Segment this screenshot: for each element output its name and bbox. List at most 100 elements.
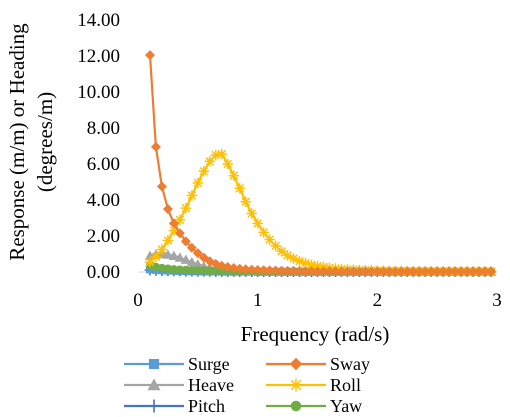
heave-point — [186, 256, 198, 267]
sway-point — [312, 266, 323, 277]
roll-point — [228, 170, 239, 181]
sway-point — [288, 265, 299, 276]
heave-point — [174, 252, 186, 262]
yaw-point — [169, 265, 179, 274]
sway-point — [432, 266, 443, 277]
roll-point — [198, 166, 210, 177]
sway-point — [156, 181, 167, 192]
legend-label-pitch: Pitch — [188, 396, 225, 416]
y-axis-title: Response (m/m) or Heading (degrees/m) — [5, 23, 57, 261]
legend-item-surge: Surge — [124, 354, 230, 374]
roll-point — [234, 183, 245, 194]
sway-point — [168, 218, 179, 229]
sway-point — [174, 228, 185, 239]
sway-point — [228, 263, 239, 274]
sway-point — [324, 266, 335, 277]
legend-label-yaw: Yaw — [330, 396, 362, 416]
sway-point — [486, 266, 497, 277]
x-tick-labels: 0 1 2 3 — [133, 290, 502, 311]
roll-point — [180, 202, 192, 214]
roll-point — [216, 148, 227, 160]
sway-series — [144, 50, 497, 277]
sway-point — [474, 266, 485, 277]
roll-point — [252, 218, 263, 229]
roll-point — [294, 256, 305, 267]
roll-point — [288, 253, 299, 264]
legend-marker-roll — [289, 378, 303, 392]
legend-item-sway: Sway — [266, 354, 370, 374]
roll-point — [258, 227, 269, 238]
roll-point — [150, 251, 162, 262]
sway-point — [462, 266, 473, 277]
sway-point — [318, 266, 329, 277]
roll-point — [162, 235, 174, 246]
legend-item-yaw: Yaw — [266, 396, 362, 416]
y-tick-label: 12.00 — [77, 46, 120, 67]
sway-point — [144, 50, 155, 61]
roll-point — [246, 208, 257, 219]
roll-point — [264, 234, 275, 245]
sway-point — [258, 265, 269, 276]
sway-point — [402, 266, 413, 277]
sway-point — [192, 248, 203, 259]
heave-point — [192, 259, 204, 269]
legend-label-heave: Heave — [188, 375, 234, 395]
y-tick-label: 10.00 — [77, 82, 120, 103]
plot-area — [144, 50, 497, 278]
legend: Surge Sway Heave Roll Pitch Yaw — [124, 354, 370, 416]
roll-point — [312, 260, 323, 272]
legend-item-pitch: Pitch — [124, 396, 225, 416]
x-axis-title: Frequency (rad/s) — [241, 322, 390, 346]
roll-point — [210, 149, 221, 161]
yaw-point — [205, 266, 214, 275]
roll-point — [282, 250, 293, 261]
sway-point — [294, 266, 305, 277]
roll-point — [270, 240, 281, 252]
sway-point — [372, 266, 383, 277]
sway-point — [276, 265, 287, 276]
heave-point — [168, 250, 180, 260]
sway-point — [234, 263, 245, 274]
sway-point — [186, 242, 197, 253]
sway-point — [240, 264, 251, 275]
legend-label-roll: Roll — [330, 375, 361, 395]
x-tick-label: 0 — [133, 290, 143, 311]
legend-marker-sway — [289, 357, 303, 371]
y-tick-label: 6.00 — [87, 154, 120, 175]
roll-point — [300, 257, 311, 269]
legend-marker-pitch — [147, 399, 161, 413]
sway-point — [390, 266, 401, 277]
sway-point — [408, 266, 419, 277]
y-tick-label: 8.00 — [87, 118, 120, 139]
roll-point — [204, 156, 215, 167]
yaw-point — [199, 266, 209, 275]
sway-point — [468, 266, 479, 277]
roll-point — [306, 259, 317, 270]
y-axis-title-line-2: (degrees/m) — [33, 92, 57, 192]
legend-marker-surge — [149, 359, 159, 369]
sway-line — [148, 55, 491, 273]
legend-marker-yaw — [290, 400, 302, 412]
x-tick-label: 3 — [492, 290, 502, 311]
roll-point — [192, 177, 204, 189]
sway-point — [414, 266, 425, 277]
legend-label-surge: Surge — [188, 354, 230, 374]
legend-marker-heave — [147, 378, 161, 391]
sway-point — [354, 266, 365, 277]
sway-point — [366, 266, 377, 277]
x-tick-label: 1 — [253, 290, 263, 311]
sway-point — [444, 266, 455, 277]
sway-point — [384, 266, 395, 277]
sway-point — [426, 266, 437, 277]
sway-point — [150, 141, 161, 152]
roll-point — [156, 244, 168, 255]
roll-point — [174, 214, 186, 225]
sway-point — [270, 265, 281, 276]
y-tick-label: 14.00 — [77, 10, 120, 31]
roll-point — [186, 190, 198, 201]
yaw-point — [181, 265, 191, 275]
sway-point — [438, 266, 449, 277]
sway-point — [330, 266, 341, 277]
yaw-point — [175, 265, 185, 274]
legend-item-heave: Heave — [124, 375, 234, 395]
